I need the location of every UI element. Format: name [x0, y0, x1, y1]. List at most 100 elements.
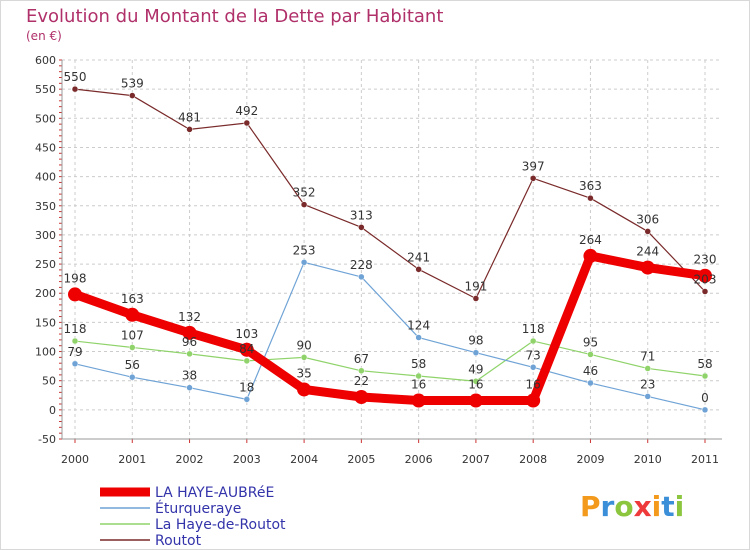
data-point-la-haye-aubree [354, 390, 369, 405]
data-label-la-haye-aubree: 16 [526, 378, 541, 392]
data-point-routot [529, 175, 537, 182]
data-label-eturqueraye: 253 [293, 243, 316, 257]
data-point-eturqueraye [415, 334, 422, 341]
data-label-la-haye-aubree: 103 [235, 327, 258, 341]
data-label-eturqueraye: 228 [350, 258, 373, 272]
data-label-eturqueraye: 73 [526, 348, 541, 362]
y-tick-label: 600 [35, 54, 56, 67]
data-label-la-haye-aubree: 230 [694, 253, 717, 267]
data-point-routot [701, 288, 709, 295]
series-routot [71, 85, 709, 302]
x-tick-label: 2006 [405, 453, 433, 466]
y-tick-label: 450 [35, 141, 56, 154]
data-label-eturqueraye: 56 [125, 358, 140, 372]
data-label-la-haye-de-routot: 67 [354, 352, 369, 366]
x-tick-label: 2007 [462, 453, 490, 466]
x-tick-label: 2003 [233, 453, 261, 466]
data-label-la-haye-aubree: 198 [64, 271, 87, 285]
data-point-routot [587, 194, 594, 202]
data-label-la-haye-aubree: 244 [636, 245, 659, 259]
data-point-la-haye-de-routot [529, 337, 537, 345]
legend-label: Routot [155, 533, 202, 549]
data-point-eturqueraye [644, 393, 651, 400]
data-label-routot: 352 [293, 186, 316, 200]
data-label-routot: 539 [121, 77, 144, 91]
x-tick-label: 2000 [61, 453, 89, 466]
data-label-la-haye-de-routot: 107 [121, 328, 144, 342]
data-point-eturqueraye [701, 406, 709, 414]
data-point-eturqueraye [358, 273, 365, 281]
series-line-la-haye-de-routot [74, 340, 706, 382]
data-point-la-haye-de-routot [300, 354, 308, 361]
data-point-la-haye-aubree [239, 342, 254, 357]
series-line-eturqueraye [74, 261, 706, 411]
data-point-routot [71, 85, 79, 93]
data-point-eturqueraye [529, 364, 537, 371]
data-point-la-haye-de-routot [71, 337, 79, 345]
data-point-eturqueraye [243, 396, 251, 403]
legend-label: Éturqueraye [155, 500, 241, 517]
data-point-la-haye-aubree [68, 287, 82, 302]
data-point-la-haye-de-routot [587, 351, 594, 358]
data-point-la-haye-de-routot [243, 357, 251, 365]
data-label-la-haye-de-routot: 90 [296, 338, 311, 352]
data-point-routot [300, 201, 308, 208]
data-label-routot: 241 [407, 250, 430, 264]
data-label-eturqueraye: 46 [583, 364, 598, 378]
series-la-haye-aubree [68, 248, 712, 408]
data-label-la-haye-aubree: 35 [296, 366, 311, 380]
y-tick-label: 200 [35, 287, 56, 300]
data-point-la-haye-de-routot [358, 367, 365, 375]
series-line-routot [74, 88, 706, 300]
y-tick-label: 0 [49, 404, 56, 417]
axes: -500501001502002503003504004505005506002… [35, 54, 722, 466]
x-tick-label: 2004 [290, 453, 318, 466]
data-label-la-haye-aubree: 264 [579, 233, 602, 247]
series-la-haye-de-routot [71, 337, 709, 385]
data-point-eturqueraye [300, 259, 308, 266]
series-eturqueraye [71, 259, 709, 414]
y-tick-label: -50 [38, 433, 56, 446]
data-label-routot: 306 [636, 212, 659, 226]
data-label-eturqueraye: 98 [468, 334, 483, 348]
data-point-la-haye-aubree [526, 393, 541, 408]
data-point-routot [243, 119, 251, 127]
data-label-routot: 313 [350, 208, 373, 222]
data-label-la-haye-de-routot: 49 [468, 362, 483, 376]
brand-text: Proxiti [580, 490, 684, 523]
data-label-la-haye-de-routot: 118 [522, 322, 545, 336]
data-point-eturqueraye [71, 360, 79, 368]
data-point-la-haye-aubree [182, 325, 197, 340]
y-tick-label: 250 [35, 258, 56, 271]
data-label-eturqueraye: 23 [640, 377, 655, 391]
data-label-la-haye-aubree: 16 [468, 378, 483, 392]
data-point-la-haye-aubree [468, 393, 483, 408]
x-tick-label: 2005 [347, 453, 375, 466]
data-point-la-haye-de-routot [129, 344, 136, 351]
data-point-routot [644, 228, 651, 235]
series-line-la-haye-aubree [70, 251, 710, 406]
data-point-routot [186, 126, 193, 133]
data-point-la-haye-aubree [125, 307, 140, 322]
data-label-la-haye-de-routot: 71 [640, 349, 655, 363]
data-point-la-haye-de-routot [472, 378, 480, 385]
data-point-routot [415, 266, 422, 273]
data-label-eturqueraye: 0 [701, 391, 709, 405]
data-point-la-haye-de-routot [701, 372, 709, 380]
y-tick-label: 550 [35, 83, 56, 96]
data-label-la-haye-de-routot: 95 [583, 335, 598, 349]
data-point-la-haye-de-routot [644, 365, 651, 372]
y-tick-label: 150 [35, 316, 56, 329]
data-point-eturqueraye [129, 373, 136, 381]
x-tick-label: 2008 [519, 453, 547, 466]
data-label-la-haye-de-routot: 58 [697, 357, 712, 371]
data-label-la-haye-aubree: 163 [121, 292, 144, 306]
y-tick-label: 500 [35, 112, 56, 125]
data-label-eturqueraye: 18 [239, 380, 254, 394]
y-tick-label: 400 [35, 171, 56, 184]
data-label-eturqueraye: 124 [407, 319, 430, 333]
data-point-routot [129, 92, 136, 99]
